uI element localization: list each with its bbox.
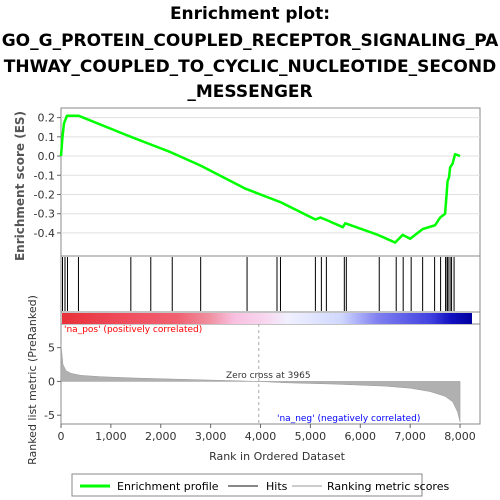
metric-y-tick-label: 5 bbox=[48, 342, 55, 355]
enrichment-profile-line bbox=[59, 114, 461, 244]
x-tick-label: 2,000 bbox=[145, 430, 177, 443]
chart-title-line-3: THWAY_COUPLED_TO_CYCLIC_NUCLEOTIDE_SECON… bbox=[3, 57, 497, 77]
metric-y-axis-label: Ranked list metric (PreRanked) bbox=[26, 295, 39, 465]
chart-title-line-4: _MESSENGER bbox=[187, 82, 313, 102]
metric-panel-frame bbox=[60, 323, 481, 425]
x-tick-label: 5,000 bbox=[295, 430, 327, 443]
es-y-tick-label: 0.1 bbox=[38, 131, 56, 144]
x-tick-label: 8,000 bbox=[444, 430, 476, 443]
rank-color-bar bbox=[62, 313, 472, 324]
x-tick-label: 6,000 bbox=[345, 430, 377, 443]
legend-metric-label: Ranking metric scores bbox=[327, 480, 449, 493]
x-tick-label: 1,000 bbox=[95, 430, 127, 443]
es-y-tick-label: -0.3 bbox=[34, 208, 55, 221]
es-y-tick-label: -0.2 bbox=[34, 188, 55, 201]
legend-hits-label: Hits bbox=[266, 480, 288, 493]
ranking-metric-area bbox=[60, 344, 461, 423]
es-y-tick-label: -0.4 bbox=[34, 227, 55, 240]
es-y-tick-label: 0.2 bbox=[38, 112, 56, 125]
x-tick-label: 0 bbox=[58, 430, 65, 443]
es-y-tick-label: -0.1 bbox=[34, 169, 55, 182]
legend-enrichment-label: Enrichment profile bbox=[117, 480, 219, 493]
metric-y-tick-label: -5 bbox=[44, 409, 55, 422]
x-tick-label: 4,000 bbox=[245, 430, 277, 443]
es-panel-frame bbox=[60, 107, 481, 257]
es-y-tick-label: 0.0 bbox=[38, 150, 56, 163]
zero-cross-label: Zero cross at 3965 bbox=[226, 371, 311, 381]
neg-correlated-label: 'na_neg' (negatively correlated) bbox=[277, 414, 420, 424]
chart-title-line-2: GO_G_PROTEIN_COUPLED_RECEPTOR_SIGNALING_… bbox=[1, 31, 499, 51]
es-y-axis-label: Enrichment score (ES) bbox=[13, 111, 27, 261]
x-tick-label: 7,000 bbox=[394, 430, 426, 443]
x-tick-label: 3,000 bbox=[195, 430, 227, 443]
chart-title-line-1: Enrichment plot: bbox=[169, 4, 331, 24]
pos-correlated-label: 'na_pos' (positively correlated) bbox=[64, 325, 202, 335]
metric-y-tick-label: 0 bbox=[48, 375, 55, 388]
x-axis-label: Rank in Ordered Dataset bbox=[209, 450, 346, 463]
hits-panel-frame bbox=[60, 255, 481, 313]
